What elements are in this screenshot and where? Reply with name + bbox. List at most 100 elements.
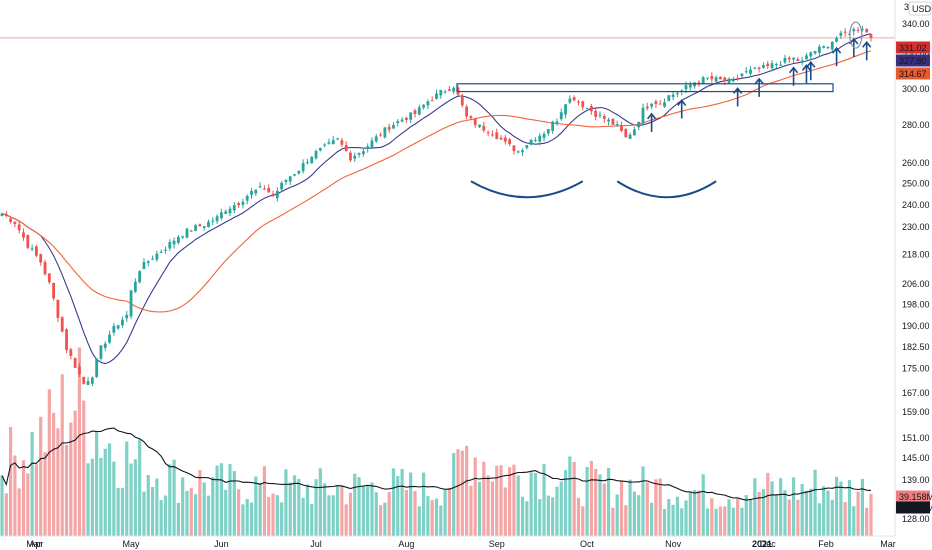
up-arrow[interactable] [788, 66, 799, 86]
candle [650, 102, 653, 109]
candle [125, 310, 129, 323]
candle [422, 104, 425, 110]
volume-bar [30, 432, 34, 536]
volume-bar [804, 490, 809, 536]
price-tick-label: 159.00 [902, 407, 930, 417]
ma-slow-line [1, 50, 872, 313]
candle-body [271, 193, 275, 197]
candle-body [357, 152, 361, 155]
up-arrow[interactable] [646, 112, 657, 132]
candle-body [39, 254, 43, 263]
volume-bar [830, 499, 834, 536]
candle-body [620, 125, 623, 131]
rounded-bottom-arc[interactable] [616, 180, 717, 199]
candle-body [645, 106, 649, 109]
candle [189, 229, 193, 232]
up-arrow[interactable] [831, 46, 842, 67]
up-arrow[interactable] [862, 41, 872, 61]
candle [473, 117, 477, 128]
candle-body [60, 317, 64, 332]
candle-body [830, 41, 834, 50]
volume-bar [95, 431, 99, 536]
volume-bar [383, 502, 387, 536]
up-arrow[interactable] [806, 60, 816, 81]
currency-button[interactable] [908, 1, 932, 16]
volume-bar [641, 466, 645, 536]
volume-bar [753, 478, 757, 536]
candle [78, 363, 81, 378]
candle-body [207, 221, 210, 228]
time-tick-label: Mar [26, 539, 42, 549]
volume-bar [318, 468, 322, 536]
volume-bar [869, 493, 873, 536]
candle-body [263, 188, 266, 190]
volume-bar [701, 474, 705, 536]
price-tick-label: 198.00 [902, 300, 930, 310]
price-axis-panel[interactable] [895, 0, 932, 550]
volume-bar [168, 464, 172, 536]
up-arrow[interactable] [733, 87, 743, 107]
candle-body [512, 145, 516, 152]
candle-body [340, 140, 344, 145]
time-tick-label: Dec [760, 539, 777, 549]
candle-body [435, 93, 438, 99]
candle [95, 358, 99, 378]
up-arrow[interactable] [677, 99, 687, 119]
candle [26, 234, 30, 250]
candle [245, 194, 249, 205]
volume-bar [69, 422, 73, 536]
candle-body [822, 46, 826, 48]
volume-bar [301, 497, 305, 536]
volume-bar [495, 465, 499, 536]
candle-body [503, 137, 507, 142]
candle-body [258, 186, 262, 188]
candle [559, 108, 563, 121]
candle [624, 128, 628, 138]
candle-body [392, 125, 395, 129]
candle-body [56, 299, 60, 318]
candle-body [99, 345, 103, 359]
candle-body [826, 47, 830, 49]
svg-text:30.875M: 30.875M [899, 503, 932, 513]
highlight-circle[interactable] [849, 21, 863, 49]
candle-body [650, 103, 653, 107]
candle [258, 182, 262, 189]
candle-body [297, 170, 301, 174]
candle [439, 89, 443, 99]
resistance-box[interactable] [456, 83, 834, 93]
candle-body [706, 77, 709, 79]
volume-bar [258, 482, 262, 536]
candle [555, 118, 559, 126]
time-tick-label: Feb [818, 539, 834, 549]
rounded-bottom-arc[interactable] [470, 180, 584, 199]
volume-bar [391, 468, 396, 536]
volume-bar [826, 490, 830, 536]
candle [0, 212, 4, 217]
volume-bar [77, 347, 82, 536]
candle-body [331, 140, 335, 145]
candle [22, 228, 25, 241]
candle [491, 130, 494, 137]
candle-body [422, 104, 425, 108]
candle-body [280, 182, 284, 190]
up-arrow[interactable] [801, 64, 812, 84]
volume-bar [396, 476, 400, 536]
candle [336, 137, 339, 141]
volume-bars [0, 347, 873, 536]
candle [805, 52, 808, 60]
volume-bar [671, 504, 675, 536]
volume-bar [718, 506, 723, 536]
volume-bar [146, 475, 150, 536]
candle-body [783, 57, 787, 63]
candle-body [559, 112, 563, 120]
candle-body [839, 32, 843, 36]
volume-bar [645, 482, 649, 536]
volume-bar [697, 490, 701, 536]
candle [645, 102, 649, 111]
candle [701, 75, 705, 84]
candle-body [288, 176, 292, 182]
up-arrow[interactable] [754, 77, 764, 97]
candle [688, 81, 692, 91]
candle-body [181, 236, 185, 238]
